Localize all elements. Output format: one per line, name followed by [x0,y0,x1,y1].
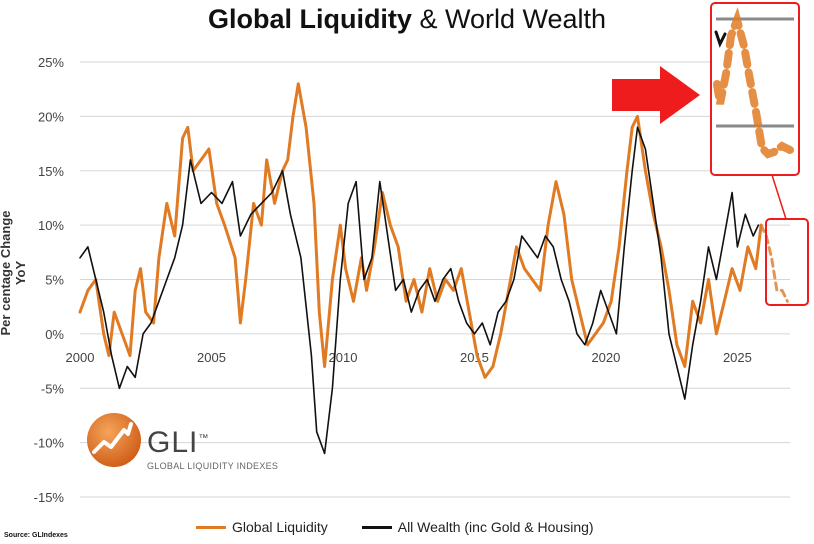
x-tick-label: 2015 [460,350,489,365]
y-tick-label: 25% [38,55,64,70]
x-tick-label: 2025 [723,350,752,365]
legend-label-wealth: All Wealth (inc Gold & Housing) [397,519,594,535]
y-tick-label: 0% [45,327,64,342]
x-tick-label: 2000 [66,350,95,365]
y-tick-label: 10% [38,218,64,233]
y-tick-label: -15% [34,490,65,505]
y-tick-label: -5% [41,381,65,396]
logo-text: GLI™ [147,426,210,459]
y-tick-label: 5% [45,273,64,288]
chart-title-bold: Global Liquidity [207,4,412,34]
legend-item-liquidity: Global Liquidity [196,519,328,535]
series-line-liquidity-projection [759,223,789,303]
y-tick-label: 15% [38,164,64,179]
y-tick-label: 20% [38,109,64,124]
source-note: Source: GLIndexes [4,532,68,539]
series-line-wealth [79,126,760,455]
connector-line [771,174,787,220]
y-tick-label: -10% [34,436,65,451]
legend: Global Liquidity All Wealth (inc Gold & … [196,519,628,535]
logo-subtitle: GLOBAL LIQUIDITY INDEXES [147,461,279,471]
highlight-box [765,218,809,306]
series-line-liquidity [78,82,763,379]
chart-title: Global Liquidity & World Wealth [0,4,814,35]
gli-logo-icon [87,413,141,467]
x-tick-label: 2020 [591,350,620,365]
inset-liquidity-line [713,6,794,159]
x-tick-label: 2010 [329,350,358,365]
legend-swatch-liquidity [196,525,226,529]
legend-label-liquidity: Global Liquidity [232,519,328,535]
x-tick-label: 2005 [197,350,226,365]
chart-title-rest: & World Wealth [419,4,607,34]
red-arrow-icon [612,66,700,124]
legend-swatch-wealth [361,525,392,529]
legend-item-wealth: All Wealth (inc Gold & Housing) [361,519,594,535]
inset-wealth-line [714,30,727,48]
